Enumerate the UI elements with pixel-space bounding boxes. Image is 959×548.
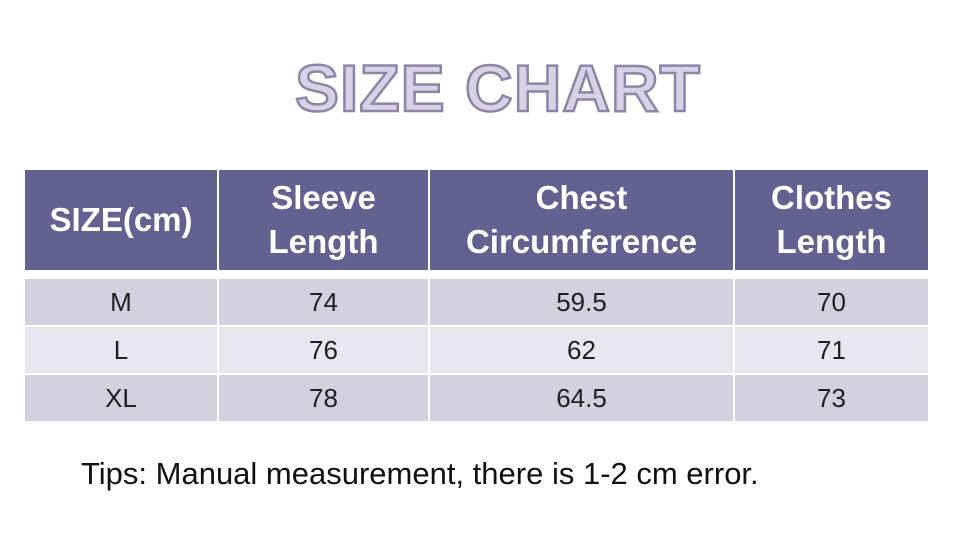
header-size: SIZE(cm) xyxy=(23,168,219,272)
page-title: SIZE CHART xyxy=(294,50,702,127)
table-row: L 76 62 71 xyxy=(23,325,930,375)
header-chest-line2: Circumference xyxy=(465,223,698,260)
header-clothes-line1: Clothes xyxy=(770,179,892,216)
header-clothes-line2: Length xyxy=(776,223,887,260)
cell-sleeve: 76 xyxy=(217,325,430,375)
cell-length: 70 xyxy=(733,277,930,327)
header-chest-line1: Chest xyxy=(535,179,628,216)
tips-note: Tips: Manual measurement, there is 1-2 c… xyxy=(81,456,759,491)
header-chest-circumference: Chest Circumference xyxy=(428,168,735,272)
cell-size: XL xyxy=(23,373,219,423)
header-size-label: SIZE(cm) xyxy=(49,201,193,238)
header-sleeve-line1: Sleeve xyxy=(271,179,376,216)
cell-chest: 64.5 xyxy=(428,373,735,423)
table-row: M 74 59.5 70 xyxy=(23,277,930,327)
cell-chest: 59.5 xyxy=(428,277,735,327)
header-clothes-length: Clothes Length xyxy=(733,168,930,272)
cell-size: L xyxy=(23,325,219,375)
cell-sleeve: 74 xyxy=(217,277,430,327)
cell-chest: 62 xyxy=(428,325,735,375)
header-separator xyxy=(24,271,929,278)
separator-cell xyxy=(24,271,929,278)
cell-length: 73 xyxy=(733,373,930,423)
header-sleeve-line2: Length xyxy=(268,223,379,260)
size-table: SIZE(cm) Sleeve Length Chest Circumferen… xyxy=(23,168,930,423)
cell-size: M xyxy=(23,277,219,327)
cell-sleeve: 78 xyxy=(217,373,430,423)
table-header-row: SIZE(cm) Sleeve Length Chest Circumferen… xyxy=(23,168,930,272)
header-sleeve-length: Sleeve Length xyxy=(217,168,430,272)
cell-length: 71 xyxy=(733,325,930,375)
table-row: XL 78 64.5 73 xyxy=(23,373,930,423)
